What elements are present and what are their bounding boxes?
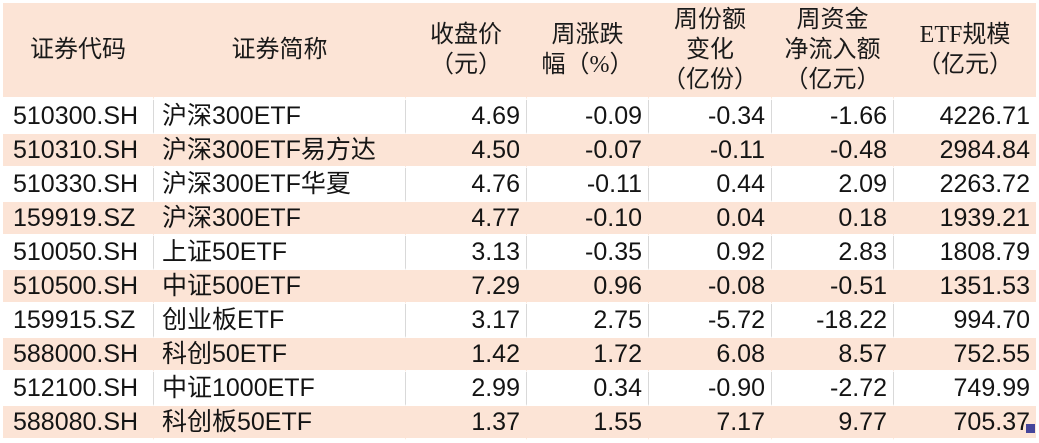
table-row: 510310.SH 沪深300ETF易方达 4.50 -0.07 -0.11 -…: [3, 134, 1036, 168]
cell-security-code: 512100.SH: [3, 372, 153, 406]
cell-week-net-inflow: 2.09: [771, 168, 893, 202]
table-row: 588080.SH 科创板50ETF 1.37 1.55 7.17 9.77 7…: [3, 406, 1036, 440]
col-header-week-change-pct: 周涨跌 幅（%）: [526, 3, 648, 100]
cell-week-share-change: -0.11: [648, 134, 771, 168]
table-row: 510300.SH 沪深300ETF 4.69 -0.09 -0.34 -1.6…: [3, 100, 1036, 134]
col-header-week-net-inflow: 周资金 净流入额 （亿元）: [771, 3, 893, 100]
cell-week-share-change: 0.04: [648, 202, 771, 236]
cell-week-net-inflow: -1.66: [771, 100, 893, 134]
table-row: 512100.SH 中证1000ETF 2.99 0.34 -0.90 -2.7…: [3, 372, 1036, 406]
etf-table: 证券代码 证券简称 收盘价 （元） 周涨跌 幅（%） 周份额 变化 （亿份） 周…: [3, 3, 1036, 440]
cell-close-price: 4.77: [405, 202, 526, 236]
col-header-close-price: 收盘价 （元）: [405, 3, 526, 100]
cell-security-code: 510330.SH: [3, 168, 153, 202]
cell-etf-scale: 4226.71: [893, 100, 1036, 134]
cell-close-price: 7.29: [405, 270, 526, 304]
cell-etf-scale: 749.99: [893, 372, 1036, 406]
cell-week-share-change: 0.44: [648, 168, 771, 202]
col-header-etf-scale: ETF规模 （亿元）: [893, 3, 1036, 100]
cell-week-change-pct: -0.10: [526, 202, 648, 236]
cell-security-code: 588080.SH: [3, 406, 153, 440]
col-header-security-code: 证券代码: [3, 3, 153, 100]
cell-security-name: 中证500ETF: [153, 270, 405, 304]
cell-security-code: 510050.SH: [3, 236, 153, 270]
cell-security-code: 510500.SH: [3, 270, 153, 304]
watermark-square: [1026, 424, 1035, 433]
cell-week-change-pct: 2.75: [526, 304, 648, 338]
cell-security-name: 上证50ETF: [153, 236, 405, 270]
cell-etf-scale: 1351.53: [893, 270, 1036, 304]
cell-security-code: 510310.SH: [3, 134, 153, 168]
cell-security-code: 510300.SH: [3, 100, 153, 134]
cell-week-change-pct: -0.09: [526, 100, 648, 134]
cell-week-share-change: 6.08: [648, 338, 771, 372]
cell-security-name: 沪深300ETF易方达: [153, 134, 405, 168]
cell-week-share-change: 7.17: [648, 406, 771, 440]
cell-etf-scale: 1808.79: [893, 236, 1036, 270]
cell-etf-scale: 2263.72: [893, 168, 1036, 202]
cell-security-code: 159919.SZ: [3, 202, 153, 236]
cell-week-change-pct: 1.72: [526, 338, 648, 372]
cell-security-name: 创业板ETF: [153, 304, 405, 338]
cell-week-change-pct: -0.11: [526, 168, 648, 202]
cell-week-net-inflow: 2.83: [771, 236, 893, 270]
cell-week-net-inflow: -0.48: [771, 134, 893, 168]
cell-close-price: 4.76: [405, 168, 526, 202]
cell-week-change-pct: -0.35: [526, 236, 648, 270]
cell-close-price: 3.13: [405, 236, 526, 270]
cell-etf-scale: 1939.21: [893, 202, 1036, 236]
cell-close-price: 4.69: [405, 100, 526, 134]
cell-week-change-pct: -0.07: [526, 134, 648, 168]
cell-security-name: 沪深300ETF华夏: [153, 168, 405, 202]
table-row: 588000.SH 科创50ETF 1.42 1.72 6.08 8.57 75…: [3, 338, 1036, 372]
cell-security-code: 159915.SZ: [3, 304, 153, 338]
cell-security-name: 沪深300ETF: [153, 100, 405, 134]
cell-week-change-pct: 0.96: [526, 270, 648, 304]
table-row: 159915.SZ 创业板ETF 3.17 2.75 -5.72 -18.22 …: [3, 304, 1036, 338]
table-row: 510500.SH 中证500ETF 7.29 0.96 -0.08 -0.51…: [3, 270, 1036, 304]
cell-week-share-change: -0.90: [648, 372, 771, 406]
cell-week-net-inflow: -18.22: [771, 304, 893, 338]
cell-close-price: 4.50: [405, 134, 526, 168]
cell-week-share-change: -0.08: [648, 270, 771, 304]
header-row: 证券代码 证券简称 收盘价 （元） 周涨跌 幅（%） 周份额 变化 （亿份） 周…: [3, 3, 1036, 100]
cell-security-code: 588000.SH: [3, 338, 153, 372]
cell-week-change-pct: 0.34: [526, 372, 648, 406]
cell-etf-scale: 994.70: [893, 304, 1036, 338]
cell-week-share-change: -5.72: [648, 304, 771, 338]
cell-security-name: 科创50ETF: [153, 338, 405, 372]
cell-security-name: 沪深300ETF: [153, 202, 405, 236]
cell-week-change-pct: 1.55: [526, 406, 648, 440]
table-row: 510050.SH 上证50ETF 3.13 -0.35 0.92 2.83 1…: [3, 236, 1036, 270]
cell-close-price: 1.42: [405, 338, 526, 372]
cell-security-name: 科创板50ETF: [153, 406, 405, 440]
cell-security-name: 中证1000ETF: [153, 372, 405, 406]
cell-close-price: 2.99: [405, 372, 526, 406]
col-header-week-share-change: 周份额 变化 （亿份）: [648, 3, 771, 100]
cell-week-net-inflow: 9.77: [771, 406, 893, 440]
cell-close-price: 1.37: [405, 406, 526, 440]
cell-week-net-inflow: 8.57: [771, 338, 893, 372]
cell-etf-scale: 705.37: [893, 406, 1036, 440]
table-row: 159919.SZ 沪深300ETF 4.77 -0.10 0.04 0.18 …: [3, 202, 1036, 236]
cell-week-net-inflow: 0.18: [771, 202, 893, 236]
cell-week-share-change: 0.92: [648, 236, 771, 270]
cell-week-share-change: -0.34: [648, 100, 771, 134]
table-row: 510330.SH 沪深300ETF华夏 4.76 -0.11 0.44 2.0…: [3, 168, 1036, 202]
cell-week-net-inflow: -2.72: [771, 372, 893, 406]
col-header-security-name: 证券简称: [153, 3, 405, 100]
cell-week-net-inflow: -0.51: [771, 270, 893, 304]
cell-etf-scale: 2984.84: [893, 134, 1036, 168]
cell-close-price: 3.17: [405, 304, 526, 338]
cell-etf-scale: 752.55: [893, 338, 1036, 372]
